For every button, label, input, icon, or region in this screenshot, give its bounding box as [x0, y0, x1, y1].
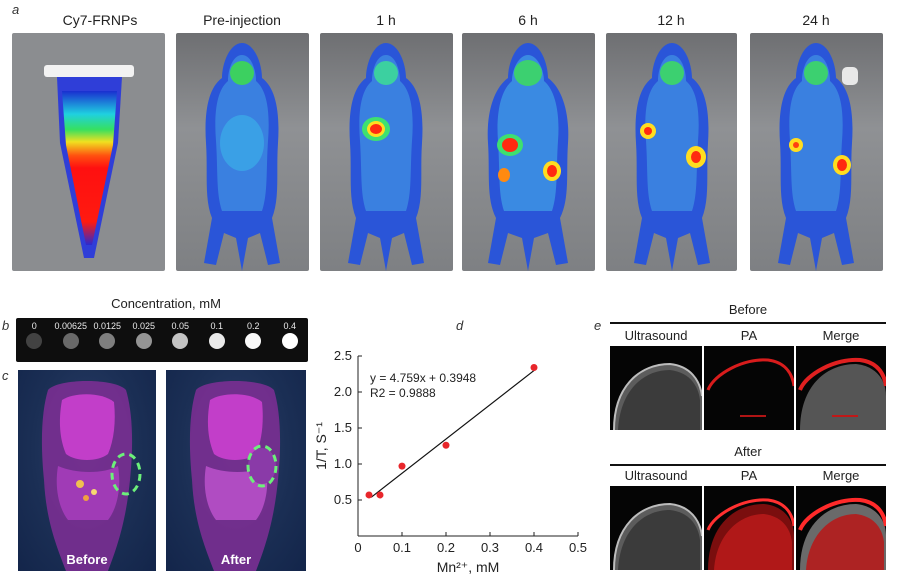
y-tick-label: 0.5 [334, 492, 352, 507]
fit-r2: R2 = 0.9888 [370, 386, 436, 400]
mri-before-image: Before [18, 370, 156, 571]
phantom-dot [26, 333, 43, 349]
phantom-dot [99, 333, 116, 349]
panel-label-a: a [12, 2, 20, 17]
phantom-conc-label: 0.2 [246, 321, 260, 331]
x-tick-label: 0.4 [525, 540, 543, 555]
pa-before-merge-image [796, 346, 886, 430]
label-1h: 1 h [376, 12, 396, 28]
mri-after-caption: After [220, 552, 252, 567]
phantom-dot-7: 0.4 [272, 321, 308, 349]
phantom-conc-label: 0.05 [171, 321, 190, 331]
panel-label-c: c [2, 368, 9, 383]
pa-after-col-ultrasound: Ultrasound [624, 468, 688, 483]
mri-after-image: After [166, 370, 306, 571]
label-pre-injection: Pre-injection [203, 12, 281, 28]
fit-line [370, 368, 537, 498]
y-axis-label: 1/T, S⁻¹ [313, 422, 329, 470]
pa-after-merge-image [796, 486, 886, 570]
mouse-1h-image [320, 33, 453, 271]
y-tick-label: 1.5 [334, 420, 352, 435]
phantom-dot [172, 333, 189, 349]
data-point [530, 364, 538, 372]
phantom-dot-2: 0.0125 [89, 321, 125, 349]
pa-before-title: Before [728, 302, 768, 317]
label-24h: 24 h [802, 12, 830, 28]
panel-label-d: d [456, 318, 464, 333]
phantom-dot [245, 333, 262, 349]
pa-after-ultrasound-image [610, 486, 702, 570]
panel-label-b: b [2, 318, 10, 333]
data-point [398, 462, 406, 470]
phantom-conc-label: 0 [31, 321, 37, 331]
phantom-dot-5: 0.1 [199, 321, 235, 349]
mouse-pre-injection-image [176, 33, 309, 271]
pa-before-ultrasound-image [610, 346, 702, 430]
phantom-conc-label: 0.00625 [54, 321, 88, 331]
phantom-dot [62, 333, 79, 349]
mri-before-caption: Before [66, 552, 108, 567]
pa-after-rule [610, 464, 886, 466]
x-tick-label: 0.3 [481, 540, 499, 555]
fit-equation: y = 4.759x + 0.3948 [370, 371, 476, 385]
phantom-dot [135, 333, 152, 349]
label-6h: 6 h [518, 12, 538, 28]
data-point [376, 491, 384, 499]
x-tick-label: 0.5 [569, 540, 587, 555]
y-tick-label: 2.5 [334, 348, 352, 363]
phantom-conc-label: 0.0125 [93, 321, 122, 331]
panel-label-e: e [594, 318, 602, 333]
mouse-24h-image [750, 33, 883, 271]
x-tick-label: 0.2 [437, 540, 455, 555]
pa-before-col-merge: Merge [822, 328, 860, 343]
phantom-conc-label: 0.1 [210, 321, 223, 331]
phantom-dot-3: 0.025 [126, 321, 162, 349]
phantom-dot-6: 0.2 [235, 321, 271, 349]
phantom-dot-0: 0 [16, 321, 52, 349]
pa-before-rule [610, 322, 886, 324]
mouse-12h-image [606, 33, 737, 271]
mouse-6h-image [462, 33, 595, 271]
phantom-row: 0 0.00625 0.0125 0.025 0.05 0.1 0.2 0.4 [16, 318, 308, 362]
pa-after-col-pa: PA [740, 468, 758, 483]
phantom-dot [281, 333, 298, 349]
y-tick-label: 2.0 [334, 384, 352, 399]
pa-after-pa-image [704, 486, 794, 570]
pa-before-col-ultrasound: Ultrasound [624, 328, 688, 343]
pa-before-col-pa: PA [740, 328, 758, 343]
pa-after-title: After [734, 444, 762, 459]
phantom-dot [208, 333, 225, 349]
x-axis-label: Mn²⁺, mM [437, 559, 500, 575]
label-12h: 12 h [657, 12, 685, 28]
data-point [442, 441, 450, 449]
x-tick-label: 0 [354, 540, 361, 555]
phantom-dot-4: 0.05 [162, 321, 198, 349]
tube-fluorescence-image [12, 33, 165, 271]
pa-after-col-merge: Merge [822, 468, 860, 483]
data-point [365, 491, 373, 499]
phantom-conc-label: 0.025 [132, 321, 156, 331]
y-tick-label: 1.0 [334, 456, 352, 471]
relaxivity-chart: 0 0.1 0.2 0.3 0.4 0.5 0.5 1.0 1.5 2.0 2.5 Mn²⁺, mM 1… [313, 348, 587, 575]
phantom-conc-label: 0.4 [283, 321, 296, 331]
x-tick-label: 0.1 [393, 540, 411, 555]
pa-before-pa-image [704, 346, 794, 430]
phantom-dot-1: 0.00625 [53, 321, 89, 349]
concentration-title: Concentration, mM [111, 296, 221, 311]
label-cy7-frnps: Cy7-FRNPs [62, 12, 138, 28]
